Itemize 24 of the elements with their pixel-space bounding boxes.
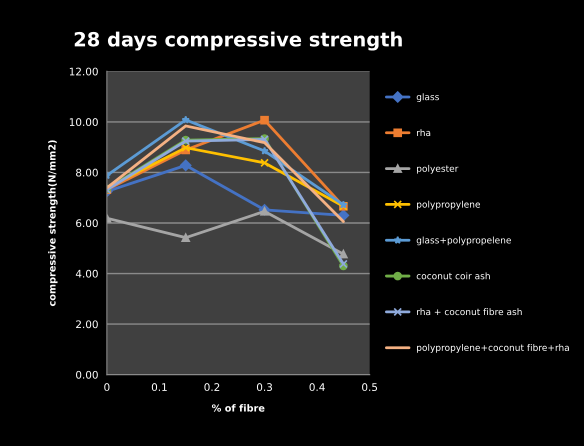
x-tick-label: 0 — [104, 383, 110, 392]
legend-label: glass+polypropelene — [416, 236, 511, 246]
y-tick-label: 2.00 — [76, 320, 98, 328]
x-axis-title: % of fibre — [212, 404, 264, 412]
x-tick-label: 0.1 — [152, 383, 167, 392]
x-tick-label: 0.4 — [310, 383, 325, 392]
legend-label: polyester — [417, 164, 458, 174]
y-tick-label: 4.00 — [76, 270, 98, 278]
y-tick-label: 0.00 — [76, 370, 98, 379]
legend-label: glass — [416, 93, 439, 102]
y-axis-title: compressive strength(N/mm2) — [48, 140, 58, 306]
legend-label: polypropylene — [417, 200, 480, 210]
y-tick-label: 6.00 — [76, 219, 98, 228]
y-tick-label: 12.00 — [70, 68, 98, 76]
chart-title: 28 days compressive strength — [74, 32, 402, 51]
legend-label: coconut coir ash — [416, 272, 490, 280]
x-tick-label: 0.3 — [256, 383, 272, 392]
y-tick-label: 10.00 — [70, 118, 98, 126]
legend-label: rha + coconut fibre ash — [417, 308, 522, 316]
x-tick-label: 0.2 — [204, 383, 220, 392]
y-tick-label: 8.00 — [76, 168, 98, 177]
legend-label: polypropylene+coconut fibre+rha — [417, 344, 569, 353]
x-tick-label: 0.5 — [362, 383, 378, 392]
legend-label: rha — [417, 129, 430, 136]
